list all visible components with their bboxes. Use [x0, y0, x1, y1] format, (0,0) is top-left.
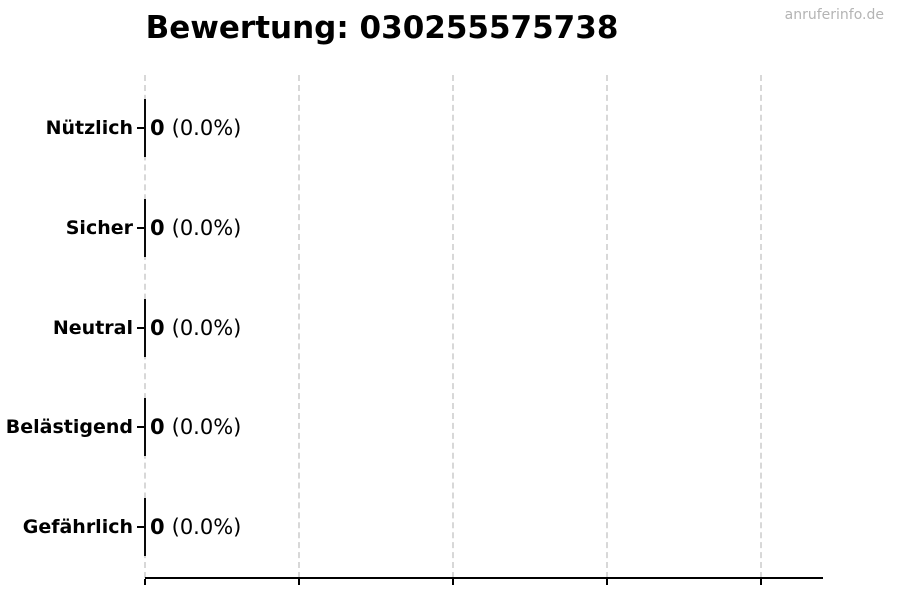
gridline — [606, 75, 608, 578]
value-label: 0 (0.0%) — [150, 515, 241, 539]
percent-value: (0.0%) — [171, 316, 242, 340]
count-value: 0 — [150, 116, 165, 140]
category-row: Belästigend 0 (0.0%) — [0, 397, 900, 457]
bar — [144, 299, 146, 357]
value-label: 0 (0.0%) — [150, 116, 241, 140]
bar — [144, 99, 146, 157]
value-label: 0 (0.0%) — [150, 216, 241, 240]
category-label: Belästigend — [5, 416, 133, 438]
chart-title: Bewertung: 030255575738 — [145, 10, 619, 46]
category-row: Sicher 0 (0.0%) — [0, 198, 900, 258]
count-value: 0 — [150, 216, 165, 240]
y-axis-tick — [137, 127, 144, 129]
percent-value: (0.0%) — [171, 415, 242, 439]
value-label: 0 (0.0%) — [150, 415, 241, 439]
bar — [144, 398, 146, 456]
x-axis-line — [145, 577, 823, 579]
percent-value: (0.0%) — [171, 515, 242, 539]
y-axis-tick — [137, 526, 144, 528]
percent-value: (0.0%) — [171, 116, 242, 140]
y-axis-tick — [137, 227, 144, 229]
category-label: Sicher — [65, 217, 133, 239]
bar — [144, 199, 146, 257]
x-axis-tick — [144, 579, 146, 585]
y-axis-tick — [137, 426, 144, 428]
watermark: anruferinfo.de — [784, 7, 884, 23]
category-row: Gefährlich 0 (0.0%) — [0, 497, 900, 557]
category-label: Neutral — [52, 317, 133, 339]
count-value: 0 — [150, 515, 165, 539]
count-value: 0 — [150, 316, 165, 340]
y-axis-tick — [137, 327, 144, 329]
category-row: Nützlich 0 (0.0%) — [0, 98, 900, 158]
x-axis-tick — [452, 579, 454, 585]
value-label: 0 (0.0%) — [150, 316, 241, 340]
gridline — [298, 75, 300, 578]
gridline — [452, 75, 454, 578]
percent-value: (0.0%) — [171, 216, 242, 240]
x-axis-tick — [298, 579, 300, 585]
gridline — [760, 75, 762, 578]
category-label: Nützlich — [45, 117, 133, 139]
bar — [144, 498, 146, 556]
x-axis-tick — [606, 579, 608, 585]
count-value: 0 — [150, 415, 165, 439]
category-row: Neutral 0 (0.0%) — [0, 298, 900, 358]
category-label: Gefährlich — [22, 516, 133, 538]
x-axis-tick — [760, 579, 762, 585]
